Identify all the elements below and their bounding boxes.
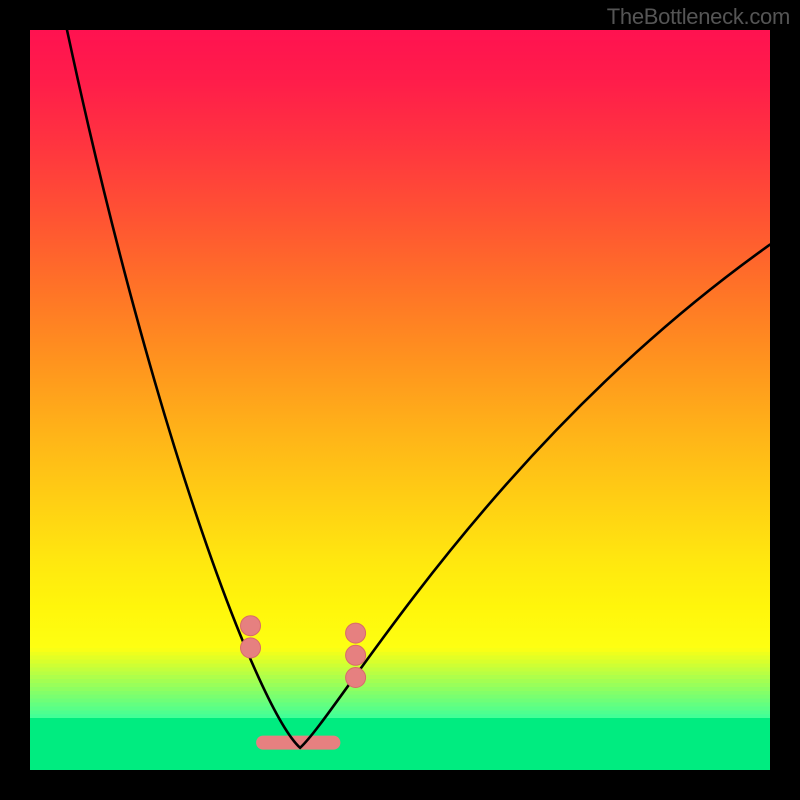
marker-right-2	[346, 668, 366, 688]
bottleneck-chart	[0, 0, 800, 800]
marker-right-0	[346, 623, 366, 643]
marker-right-1	[346, 645, 366, 665]
marker-left-1	[241, 638, 261, 658]
attribution-text: TheBottleneck.com	[607, 4, 790, 30]
gradient-plot-area	[30, 30, 770, 770]
chart-container: TheBottleneck.com	[0, 0, 800, 800]
marker-left-0	[241, 616, 261, 636]
